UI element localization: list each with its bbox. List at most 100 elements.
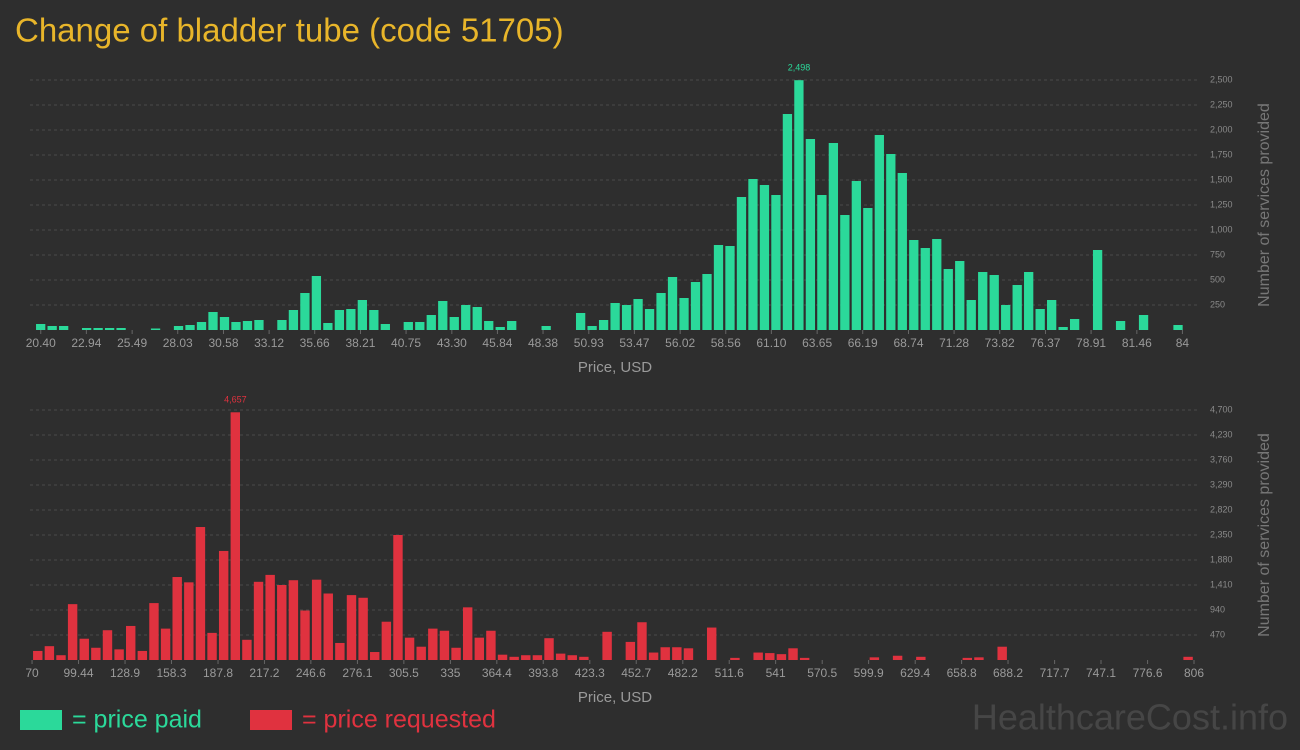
x-tick-label: 629.4 bbox=[900, 666, 930, 680]
bar bbox=[358, 597, 368, 660]
bar bbox=[403, 322, 413, 330]
bar bbox=[81, 328, 92, 330]
bar bbox=[521, 655, 531, 660]
bar bbox=[794, 80, 804, 330]
bar bbox=[195, 527, 206, 660]
bar bbox=[426, 315, 436, 330]
x-tick-label: 20.40 bbox=[26, 336, 56, 350]
bar bbox=[840, 215, 850, 330]
y-axis-title: Number of services provided bbox=[1256, 433, 1273, 637]
bar bbox=[461, 305, 471, 330]
bar bbox=[1058, 327, 1068, 330]
bar bbox=[393, 535, 403, 660]
y-tick-label: 500 bbox=[1210, 274, 1225, 284]
y-tick-label: 2,250 bbox=[1210, 99, 1233, 109]
bar bbox=[150, 328, 161, 330]
x-tick-label: 747.1 bbox=[1086, 666, 1116, 680]
bar bbox=[765, 653, 775, 660]
bar bbox=[323, 593, 333, 660]
page-title: Change of bladder tube (code 51705) bbox=[15, 12, 564, 49]
x-tick-label: 276.1 bbox=[342, 666, 372, 680]
bar bbox=[288, 580, 299, 660]
bar bbox=[36, 324, 46, 330]
bar bbox=[242, 321, 253, 330]
bar bbox=[892, 655, 903, 660]
bar bbox=[962, 657, 973, 660]
x-axis-title: Price, USD bbox=[578, 689, 652, 706]
bar bbox=[805, 139, 816, 330]
bar bbox=[541, 326, 551, 330]
bar bbox=[428, 628, 438, 660]
x-tick-label: 99.44 bbox=[64, 666, 94, 680]
bar bbox=[346, 309, 356, 330]
bar bbox=[172, 577, 182, 660]
bar bbox=[507, 321, 517, 330]
bar bbox=[656, 293, 666, 330]
y-tick-label: 2,000 bbox=[1210, 124, 1233, 134]
x-tick-label: 305.5 bbox=[389, 666, 419, 680]
x-tick-label: 38.21 bbox=[345, 336, 375, 350]
x-tick-label: 28.03 bbox=[163, 336, 193, 350]
y-tick-label: 3,760 bbox=[1210, 454, 1233, 464]
bar bbox=[439, 630, 450, 660]
bar bbox=[104, 328, 115, 330]
bar bbox=[660, 647, 670, 660]
bar bbox=[472, 307, 482, 330]
y-axis-title: Number of services provided bbox=[1256, 103, 1273, 307]
bar bbox=[817, 195, 827, 330]
bar bbox=[989, 275, 999, 330]
y-tick-label: 250 bbox=[1210, 299, 1225, 309]
bar bbox=[381, 621, 392, 660]
x-tick-label: 73.82 bbox=[985, 336, 1015, 350]
bar bbox=[567, 655, 577, 660]
x-tick-label: 717.7 bbox=[1040, 666, 1070, 680]
y-tick-label: 1,500 bbox=[1210, 174, 1233, 184]
bar bbox=[637, 622, 647, 660]
bar bbox=[997, 646, 1007, 660]
bar bbox=[759, 185, 770, 330]
x-tick-label: 393.8 bbox=[528, 666, 558, 680]
bar bbox=[683, 648, 694, 660]
x-tick-label: 48.38 bbox=[528, 336, 558, 350]
bar bbox=[369, 310, 379, 330]
x-tick-label: 53.47 bbox=[619, 336, 649, 350]
y-tick-label: 750 bbox=[1210, 249, 1225, 259]
bar bbox=[1001, 305, 1011, 330]
bar bbox=[730, 657, 740, 660]
bar bbox=[56, 655, 66, 660]
bar bbox=[484, 321, 494, 330]
x-tick-label: 776.6 bbox=[1133, 666, 1163, 680]
legend-label: = price requested bbox=[302, 706, 496, 734]
bar bbox=[1035, 309, 1045, 330]
bar bbox=[242, 639, 252, 660]
x-tick-label: 35.66 bbox=[300, 336, 330, 350]
bar bbox=[851, 181, 861, 330]
bar bbox=[932, 239, 942, 330]
bar bbox=[587, 326, 597, 330]
bar bbox=[702, 274, 712, 330]
x-tick-label: 56.02 bbox=[665, 336, 695, 350]
bar bbox=[277, 320, 287, 330]
bar bbox=[404, 637, 415, 660]
bar bbox=[869, 657, 880, 660]
x-tick-label: 40.75 bbox=[391, 336, 421, 350]
x-tick-label: 217.2 bbox=[249, 666, 279, 680]
bar bbox=[621, 305, 632, 330]
x-tick-label: 71.28 bbox=[939, 336, 969, 350]
x-tick-label: 81.46 bbox=[1122, 336, 1152, 350]
x-tick-label: 335 bbox=[440, 666, 460, 680]
x-tick-label: 50.93 bbox=[574, 336, 604, 350]
bar bbox=[1138, 315, 1149, 330]
y-tick-label: 4,700 bbox=[1210, 404, 1233, 414]
bar bbox=[497, 654, 508, 660]
bar bbox=[886, 154, 896, 330]
bar bbox=[254, 320, 264, 330]
bar bbox=[196, 322, 207, 330]
legend-swatch bbox=[20, 710, 62, 730]
bar bbox=[160, 628, 171, 660]
bar bbox=[33, 650, 43, 660]
bar bbox=[1115, 321, 1126, 330]
bar bbox=[544, 638, 554, 660]
bar bbox=[253, 581, 264, 660]
